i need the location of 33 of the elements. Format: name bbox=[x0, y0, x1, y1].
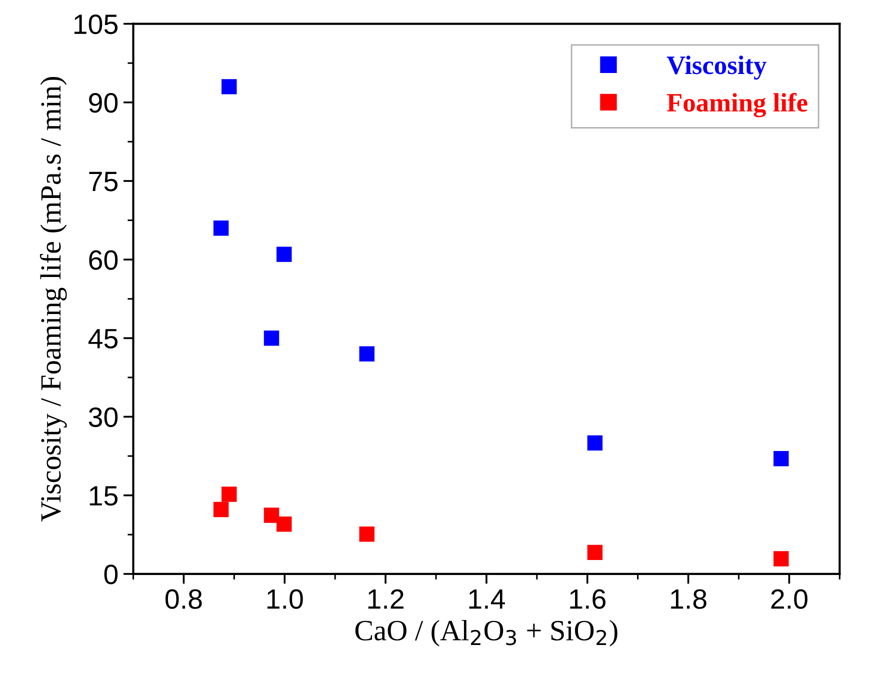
point bbox=[264, 508, 280, 523]
point bbox=[359, 346, 374, 362]
point bbox=[213, 220, 229, 236]
x-tick-label: 1.4 bbox=[469, 590, 505, 609]
x-tick-label: 1.6 bbox=[570, 589, 606, 609]
y-tick-label: 15 bbox=[90, 486, 118, 506]
point bbox=[222, 486, 237, 502]
point bbox=[587, 544, 603, 560]
point bbox=[359, 526, 374, 542]
x-tick-label: 0.8 bbox=[166, 589, 202, 609]
x-axis-title: CaO / (Al$_{2}$O$_{3}$ + SiO$_{2}$) bbox=[355, 620, 618, 646]
point bbox=[213, 502, 229, 518]
y-tick-label: 105 bbox=[74, 14, 118, 34]
point bbox=[774, 451, 789, 466]
y-tick-label: 90 bbox=[89, 93, 118, 113]
point bbox=[587, 435, 603, 451]
x-tick-label: 2.0 bbox=[771, 589, 808, 609]
x-tick-label: 1.2 bbox=[368, 589, 404, 609]
y-tick-label: 30 bbox=[88, 407, 118, 428]
legend-label: Viscosity bbox=[666, 56, 766, 80]
point bbox=[264, 330, 280, 346]
x-tick-label: 1.0 bbox=[267, 589, 303, 609]
x-tick-label: 1.8 bbox=[671, 589, 706, 609]
y-axis-title: Viscosity / Foaming life (mPa.s / min) bbox=[40, 77, 67, 522]
point bbox=[276, 246, 292, 262]
y-tick-label: 45 bbox=[88, 329, 118, 348]
point bbox=[276, 516, 292, 532]
point bbox=[222, 79, 237, 94]
y-tick-label: 75 bbox=[89, 172, 118, 192]
legend-label: Foaming life bbox=[666, 92, 808, 118]
y-tick-label: 0 bbox=[104, 564, 118, 584]
point bbox=[774, 551, 789, 566]
y-tick-label: 60 bbox=[89, 250, 118, 270]
